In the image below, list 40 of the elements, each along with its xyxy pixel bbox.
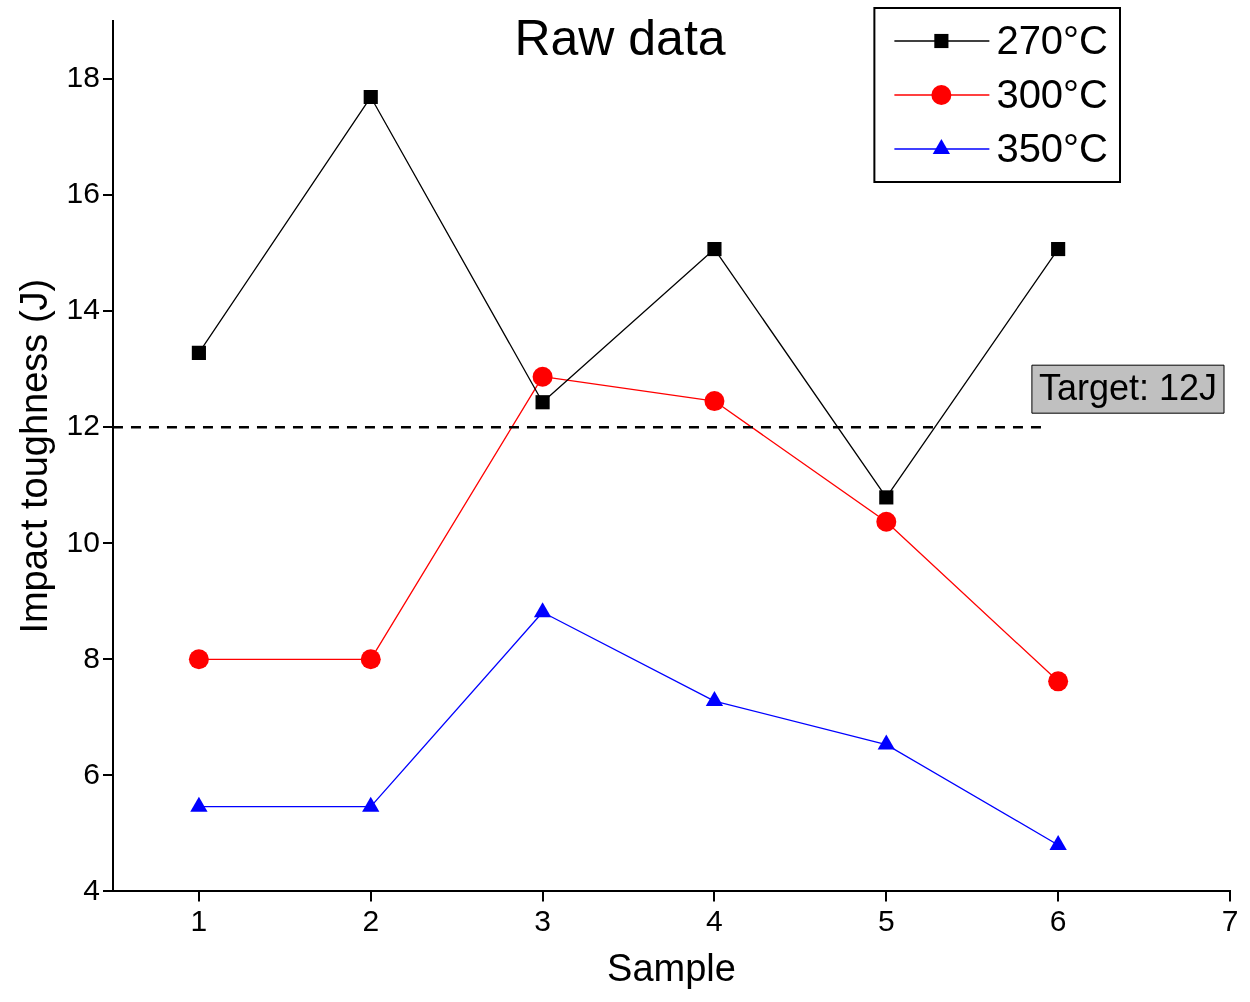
point: [363, 89, 378, 105]
point: [533, 602, 552, 618]
y-tick-label: 18: [66, 60, 100, 94]
legend-label: 350°C: [996, 126, 1108, 171]
ref-line-label: Target: 12J: [1038, 367, 1218, 409]
point: [876, 511, 897, 532]
point: [879, 490, 894, 505]
point: [191, 345, 206, 360]
point: [190, 796, 208, 812]
y-tick-label: 12: [66, 408, 100, 442]
x-tick-label: 5: [877, 903, 895, 937]
point: [188, 649, 209, 670]
point: [360, 649, 381, 670]
point: [877, 734, 895, 750]
chart-title: Raw data: [514, 9, 726, 66]
legend-label: 300°C: [996, 72, 1108, 117]
x-tick-label: 4: [706, 903, 723, 937]
y-tick-label: 6: [83, 756, 100, 790]
point: [535, 395, 550, 410]
point: [705, 691, 724, 707]
y-tick-label: 10: [66, 524, 100, 558]
x-tick-label: 1: [190, 903, 208, 937]
point: [1048, 671, 1069, 692]
x-tick-label: 6: [1049, 903, 1067, 937]
point: [1051, 241, 1066, 257]
x-tick-label: 3: [534, 903, 551, 937]
y-tick-label: 16: [66, 176, 100, 210]
legend-label: 270°C: [996, 18, 1108, 63]
y-axis-title: Impact toughness (J): [13, 278, 56, 634]
point: [532, 366, 553, 387]
point: [707, 241, 722, 257]
x-axis-title: Sample: [607, 946, 736, 989]
x-tick-label: 2: [362, 903, 380, 937]
point: [1049, 834, 1067, 850]
point: [704, 391, 725, 412]
x-tick-label: 7: [1221, 903, 1239, 937]
y-tick-label: 8: [83, 640, 100, 674]
point: [362, 796, 380, 812]
y-tick-label: 4: [83, 872, 100, 906]
y-tick-label: 14: [66, 292, 100, 326]
